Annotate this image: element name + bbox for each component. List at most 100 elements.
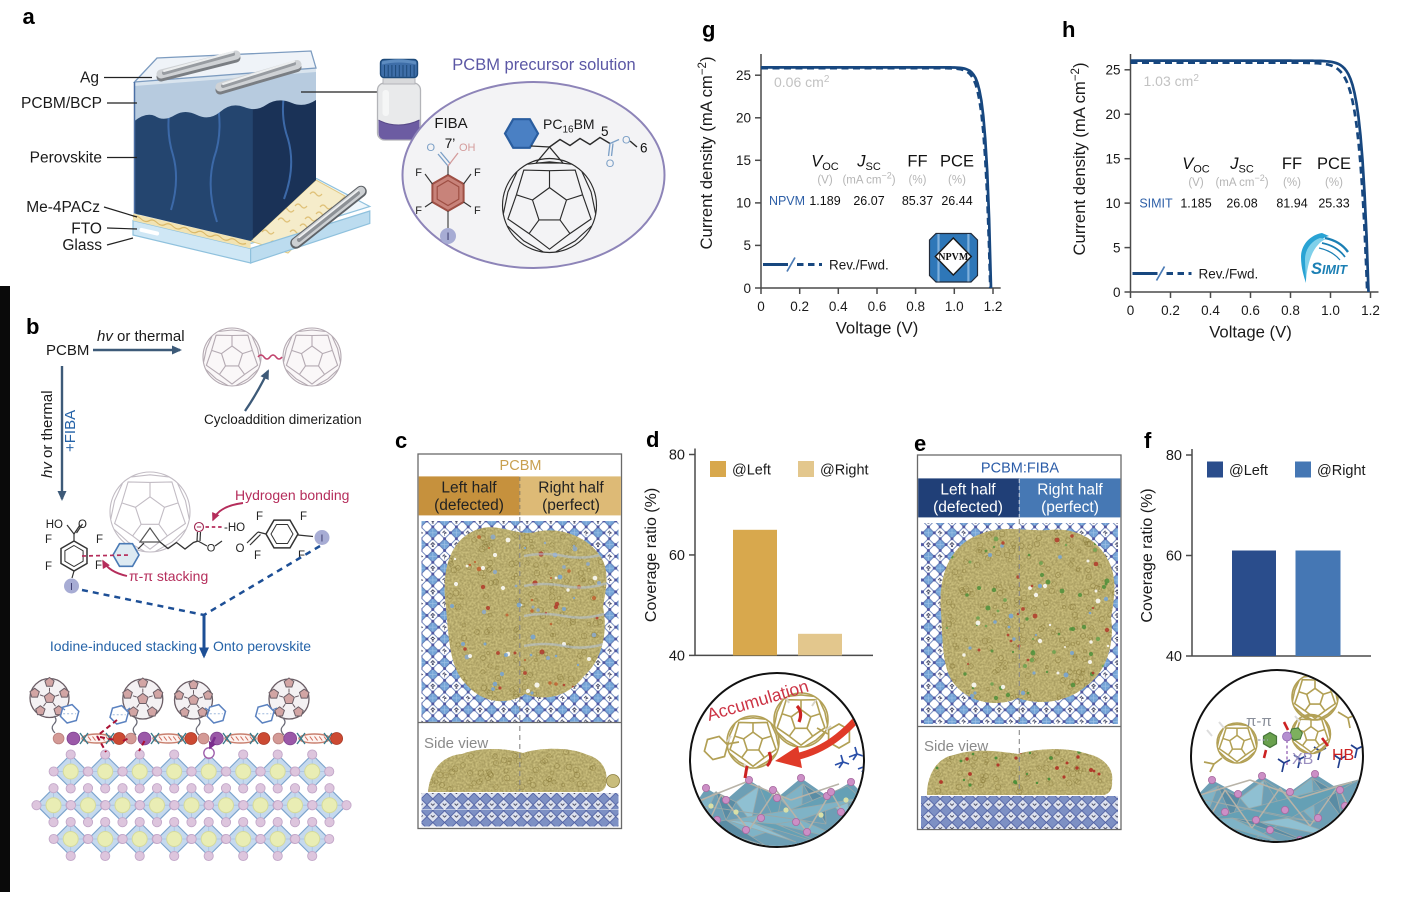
svg-text:b: b [26, 314, 39, 339]
svg-text:Onto perovskite: Onto perovskite [213, 638, 311, 654]
svg-text:0.6: 0.6 [868, 299, 887, 314]
svg-text:hv or thermal: hv or thermal [39, 390, 56, 478]
svg-text:Ag: Ag [80, 70, 99, 87]
svg-text:I: I [70, 581, 73, 593]
svg-text:26.44: 26.44 [941, 194, 972, 208]
svg-text:PCBM: PCBM [46, 342, 89, 359]
svg-text:20: 20 [1105, 107, 1120, 122]
svg-text:FF: FF [1282, 155, 1302, 173]
svg-text:25.33: 25.33 [1318, 197, 1349, 211]
svg-text:6: 6 [640, 141, 648, 156]
svg-text:XB: XB [1292, 751, 1313, 768]
svg-text:F: F [474, 205, 481, 217]
svg-text:Right half: Right half [538, 480, 604, 497]
svg-text:(perfect): (perfect) [542, 497, 600, 514]
svg-text:I: I [321, 533, 324, 545]
svg-text:(%): (%) [909, 175, 927, 187]
svg-text:0: 0 [743, 281, 751, 296]
svg-text:Rev./Fwd.: Rev./Fwd. [1199, 267, 1259, 282]
svg-text:0.4: 0.4 [829, 299, 848, 314]
svg-text:I: I [446, 231, 449, 243]
svg-text:(%): (%) [1283, 177, 1301, 189]
svg-text:F: F [45, 534, 52, 546]
svg-text:81.94: 81.94 [1276, 197, 1307, 211]
svg-text:F: F [298, 550, 305, 562]
svg-text:@Right: @Right [820, 463, 869, 479]
svg-text:1.03 cm2: 1.03 cm2 [1144, 73, 1200, 90]
svg-text:0.6: 0.6 [1241, 303, 1260, 318]
svg-text:F: F [415, 205, 422, 217]
svg-text:Me-4PACz: Me-4PACz [26, 199, 100, 216]
svg-text:FF: FF [907, 153, 927, 171]
svg-text:0.4: 0.4 [1201, 303, 1220, 318]
svg-text:PCBM/BCP: PCBM/BCP [21, 95, 102, 112]
svg-text:PC16BM: PC16BM [543, 116, 595, 136]
svg-text:20: 20 [736, 111, 751, 126]
svg-text:(%): (%) [948, 175, 966, 187]
svg-text:O: O [207, 543, 216, 555]
svg-text:1.2: 1.2 [984, 299, 1003, 314]
svg-text:F: F [96, 534, 103, 546]
svg-text:Hydrogen bonding: Hydrogen bonding [235, 487, 349, 503]
svg-text:26.08: 26.08 [1226, 197, 1257, 211]
svg-text:@Right: @Right [1317, 463, 1366, 479]
svg-text:PCE: PCE [1317, 155, 1351, 173]
svg-text:PCBM precursor solution: PCBM precursor solution [452, 56, 635, 74]
svg-text:0.06 cm2: 0.06 cm2 [774, 74, 830, 91]
svg-text:15: 15 [736, 153, 751, 168]
svg-text:e: e [914, 431, 926, 456]
svg-text:F: F [415, 167, 422, 179]
svg-text:SIMIT: SIMIT [1139, 197, 1173, 211]
svg-text:+FIBA: +FIBA [62, 410, 79, 452]
svg-text:g: g [702, 17, 715, 42]
svg-text:PCE: PCE [940, 153, 974, 171]
svg-text:Cycloaddition dimerization: Cycloaddition dimerization [204, 412, 362, 427]
svg-text:JSC: JSC [856, 153, 881, 174]
svg-text:hv or thermal: hv or thermal [97, 328, 185, 345]
svg-text:VOC: VOC [1182, 155, 1210, 176]
svg-text:@Left: @Left [732, 463, 771, 479]
svg-text:Side view: Side view [924, 738, 988, 755]
svg-text:π-π: π-π [1246, 713, 1272, 730]
svg-text:Iodine-induced stacking: Iodine-induced stacking [50, 638, 197, 654]
svg-text:Voltage (V): Voltage (V) [836, 319, 919, 338]
svg-text:7’: 7’ [445, 136, 456, 151]
svg-text:25: 25 [1105, 63, 1120, 78]
svg-text:Coverage ratio (%): Coverage ratio (%) [643, 488, 660, 622]
svg-text:5: 5 [601, 124, 609, 139]
svg-text:d: d [646, 427, 659, 452]
svg-text:0.8: 0.8 [1281, 303, 1300, 318]
svg-text:0: 0 [1113, 285, 1121, 300]
svg-text:(V): (V) [817, 175, 833, 187]
svg-text:Left half: Left half [940, 482, 996, 499]
svg-text:26.07: 26.07 [853, 194, 884, 208]
svg-text:40: 40 [1166, 649, 1182, 665]
svg-text:25: 25 [736, 68, 751, 83]
svg-text:FIBA: FIBA [434, 115, 467, 132]
svg-text:1.0: 1.0 [945, 299, 964, 314]
svg-text:80: 80 [669, 448, 685, 464]
svg-text:F: F [474, 167, 481, 179]
svg-text:O: O [426, 142, 435, 154]
svg-text:F: F [95, 560, 102, 572]
svg-text:O: O [236, 543, 245, 555]
svg-text:0: 0 [757, 299, 765, 314]
svg-text:OH: OH [459, 142, 476, 154]
svg-text:Glass: Glass [62, 237, 102, 254]
svg-text:F: F [256, 511, 263, 523]
svg-text:1.2: 1.2 [1361, 303, 1380, 318]
svg-text:SIMIT: SIMIT [1311, 260, 1348, 278]
svg-text:h: h [1062, 17, 1075, 42]
svg-text:80: 80 [1166, 448, 1182, 464]
svg-text:F: F [45, 561, 52, 573]
svg-text:NPVM: NPVM [938, 252, 969, 263]
svg-text:10: 10 [736, 196, 751, 211]
svg-text:@Left: @Left [1229, 463, 1268, 479]
svg-text:10: 10 [1105, 196, 1120, 211]
svg-text:VOC: VOC [811, 153, 839, 174]
svg-text:(defected): (defected) [933, 499, 1003, 516]
svg-text:Coverage ratio (%): Coverage ratio (%) [1139, 488, 1156, 622]
svg-text:Right half: Right half [1037, 482, 1103, 499]
svg-text:PCBM:FIBA: PCBM:FIBA [981, 461, 1059, 477]
svg-text:1.189: 1.189 [809, 194, 840, 208]
